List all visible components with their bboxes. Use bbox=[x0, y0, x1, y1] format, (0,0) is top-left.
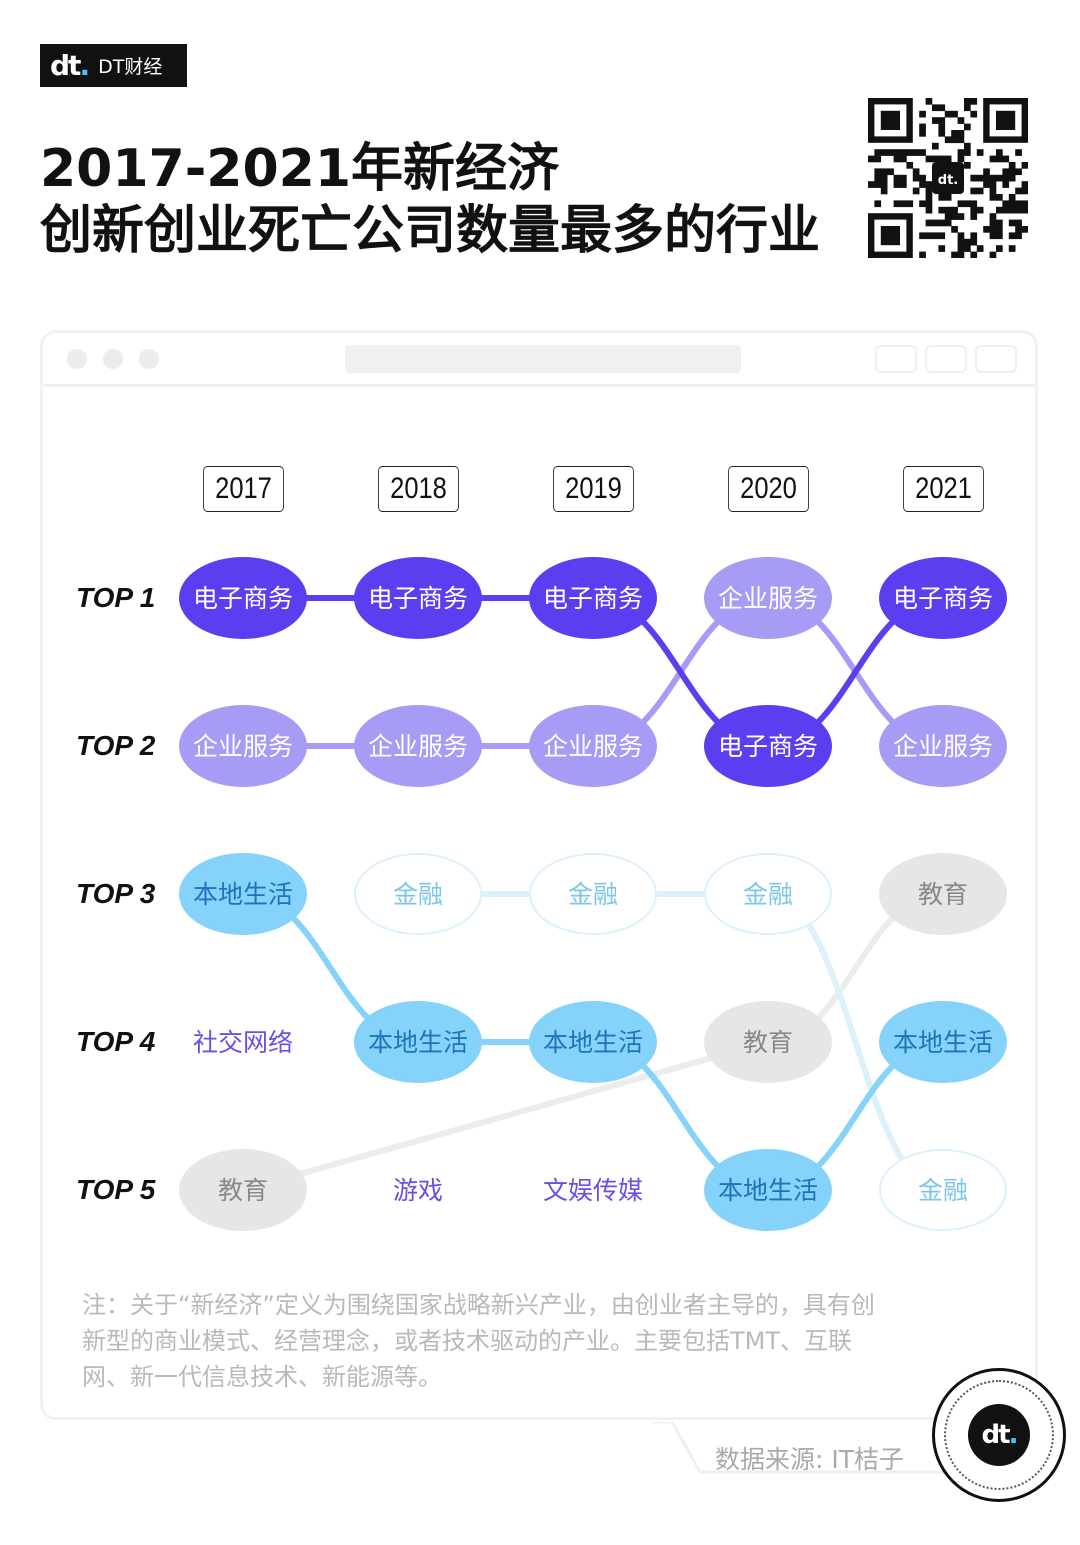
window-close-icon bbox=[67, 349, 87, 369]
record-icon bbox=[875, 345, 917, 373]
title-line-1: 2017-2021年新经济 bbox=[40, 139, 560, 199]
brand-logo: dt. DT财经 bbox=[40, 44, 187, 87]
qr-code-icon: dt. bbox=[868, 98, 1028, 258]
svg-text:dt.: dt. bbox=[938, 173, 958, 188]
chart-note: 注：关于“新经济”定义为围绕国家战略新兴产业，由创业者主导的，具有创新型的商业模… bbox=[82, 1291, 875, 1391]
window-titlebar bbox=[43, 333, 1035, 387]
brand-name: DT财经 bbox=[98, 56, 163, 78]
rank-label-3: TOP 3 bbox=[76, 878, 156, 909]
dt-logo-icon: dt. bbox=[50, 49, 90, 82]
window-minimize-icon bbox=[103, 349, 123, 369]
year-header-2017: 2017 bbox=[203, 466, 284, 512]
year-header-2019: 2019 bbox=[553, 466, 634, 512]
rank-label-5: TOP 5 bbox=[76, 1174, 156, 1205]
address-bar bbox=[345, 345, 741, 373]
source-tab-shape bbox=[652, 1422, 972, 1474]
year-header-2021: 2021 bbox=[903, 466, 984, 512]
title-line-2: 创新创业死亡公司数量最多的行业 bbox=[40, 201, 821, 261]
year-header-2020: 2020 bbox=[728, 466, 809, 512]
share-icon bbox=[925, 345, 967, 373]
data-source: 数据来源: IT桔子 bbox=[715, 1445, 905, 1474]
year-header-2018: 2018 bbox=[378, 466, 459, 512]
page-title: 2017-2021年新经济 创新创业死亡公司数量最多的行业 bbox=[40, 138, 820, 262]
chart-window bbox=[40, 330, 1038, 1420]
copy-icon bbox=[975, 345, 1017, 373]
dt-badge-icon: dt. bbox=[932, 1368, 1066, 1502]
window-block-icon bbox=[139, 349, 159, 369]
rank-label-1: TOP 1 bbox=[76, 582, 156, 613]
rank-label-2: TOP 2 bbox=[76, 730, 156, 761]
rank-label-4: TOP 4 bbox=[76, 1026, 156, 1057]
